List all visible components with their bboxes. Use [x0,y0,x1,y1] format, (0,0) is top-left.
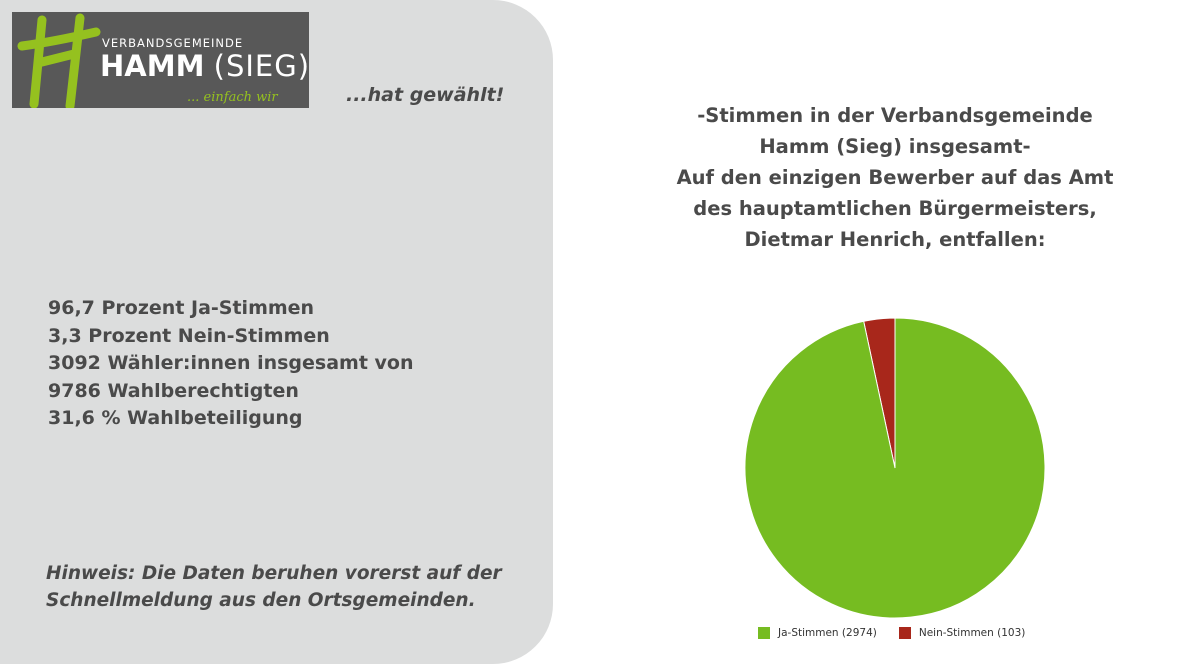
logo-hamm-sieg-text: HAMM (SIEG) [100,52,309,81]
legend-label-ja: Ja-Stimmen (2974) [778,627,877,639]
election-stats: 96,7 Prozent Ja-Stimmen 3,3 Prozent Nein… [48,295,414,433]
legend-item-nein: Nein-Stimmen (103) [898,627,1026,639]
chart-title-line: Hamm (Sieg) insgesamt- [759,135,1031,158]
note-line: Schnellmeldung aus den Ortsgemeinden. [46,590,476,611]
legend-swatch-nein [898,627,911,639]
note-line: Hinweis: Die Daten beruhen vorerst auf d… [46,563,502,584]
stat-line: 96,7 Prozent Ja-Stimmen [48,297,315,319]
chart-title: -Stimmen in der Verbandsgemeinde Hamm (S… [630,100,1160,255]
stat-line: 3092 Wähler:innen insgesamt von [48,352,414,374]
data-note: Hinweis: Die Daten beruhen vorerst auf d… [46,560,502,614]
legend-item-ja: Ja-Stimmen (2974) [758,627,877,639]
stat-line: 31,6 % Wahlbeteiligung [48,407,303,429]
stat-line: 9786 Wahlberechtigten [48,379,299,402]
legend-swatch-ja [758,627,770,639]
logo-slogan: ... einfach wir [187,90,278,105]
logo-verbandsgemeinde-text: VERBANDSGEMEINDE [102,36,244,50]
chart-title-line: des hauptamtlichen Bürgermeisters, [693,197,1097,220]
logo-hamm: HAMM [100,49,205,83]
logo-sieg: (SIEG) [213,49,309,83]
pie-slice-ja [744,317,1046,619]
chart-legend: Ja-Stimmen (2974) Nein-Stimmen (103) [758,627,1047,639]
stat-line: 3,3 Prozent Nein-Stimmen [48,324,330,347]
pie-chart [744,317,1046,619]
chart-title-line: Auf den einzigen Bewerber auf das Amt [676,166,1114,189]
left-info-panel: VERBANDSGEMEINDE HAMM (SIEG) ... einfach… [0,0,553,664]
chart-title-line: -Stimmen in der Verbandsgemeinde [697,104,1093,127]
tagline: ...hat gewählt! [346,84,505,106]
logo-h-emblem-icon [17,13,101,108]
chart-title-line: Dietmar Henrich, entfallen: [744,228,1046,251]
legend-label-nein: Nein-Stimmen (103) [918,627,1026,639]
hamm-sieg-logo: VERBANDSGEMEINDE HAMM (SIEG) ... einfach… [12,12,309,108]
